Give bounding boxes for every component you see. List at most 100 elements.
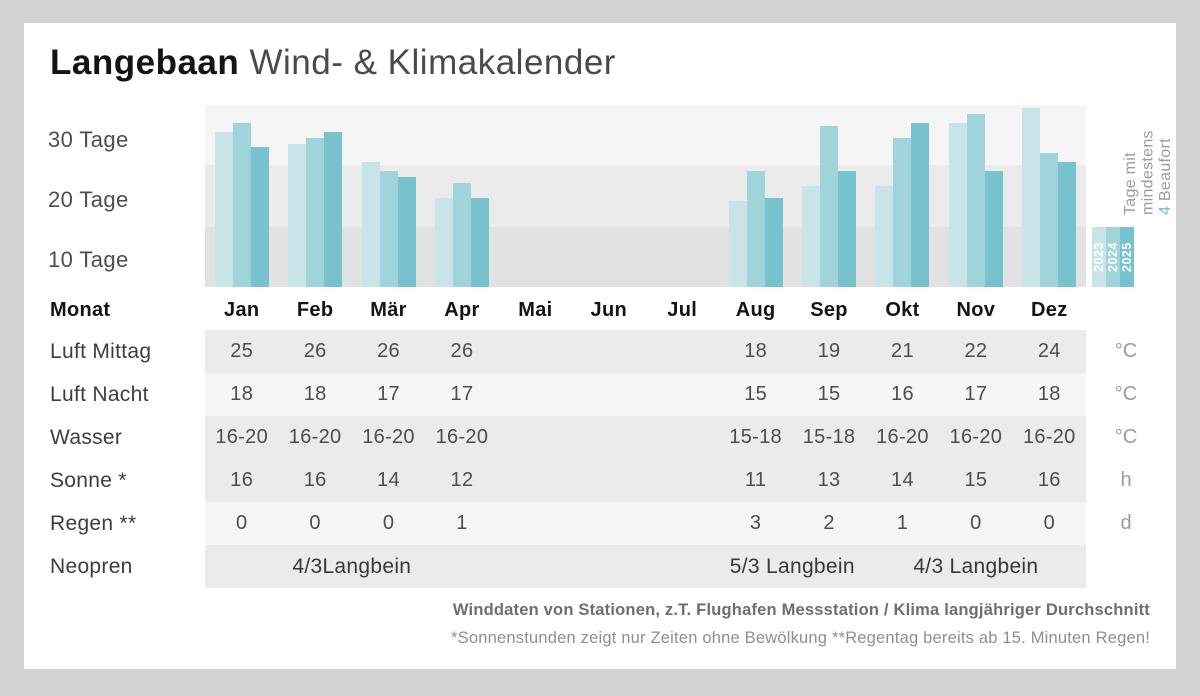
bar-okt-2024 [893,138,912,287]
wasser-dez: 16-20 [1022,426,1076,448]
month-header-jun: Jun [590,299,628,321]
bar-group-feb [278,105,351,287]
bar-jan-2024 [232,123,251,287]
luft-mittag-mär: 26 [377,340,400,362]
luft-nacht-nov: 17 [964,383,988,405]
luft-mittag-values: 25 26 26 26 18 19 21 22 24 [205,330,1086,373]
bar-sep-2023 [802,186,821,287]
sonne-unit: h [1120,469,1132,491]
month-header-aug: Aug [735,299,776,321]
table-row-wasser: Wasser 16-20 16-20 16-20 16-20 15-18 15-18 16-2… [24,416,1176,459]
wasser-unit: °C [1114,426,1138,448]
chart-band-20 [205,165,1086,227]
bar-sep-2025 [838,171,857,287]
legend-line-1: Tage mit [1122,152,1139,215]
months-row: Monat Jan Feb Mär Apr Mai Jun Jul Aug Sep Okt Nov D… [24,291,1176,330]
regen-okt: 1 [896,512,909,534]
month-header-jul: Jul [667,299,698,321]
calendar-card: Langebaan Wind- & Klimakalender 3 0 Tage … [24,23,1176,669]
luft-nacht-dez: 18 [1037,383,1061,405]
bar-group-sep [792,105,865,287]
sonne-aug: 11 [744,469,767,491]
bar-aug-2024 [746,171,765,287]
bar-aug-2023 [728,201,747,287]
luft-nacht-aug: 15 [744,383,768,405]
luft-nacht-unit: °C [1114,383,1138,405]
bar-aug-2025 [764,198,783,287]
bar-feb-2024 [306,138,325,287]
month-header-feb: Feb [296,299,334,321]
row-bg-luft-mittag [205,330,1086,373]
row-bg-neopren [205,545,1086,588]
bar-feb-2023 [288,144,307,287]
wasser-sep: 15-18 [802,426,856,448]
chart-band-30 [205,105,1086,165]
neopren-values: 4/3Langbein 5/3 Langbein 4/3 Langbein [205,545,1086,588]
sonne-sep: 13 [817,469,841,491]
sonne-dez: 16 [1037,469,1061,491]
chart-band-10 [205,227,1086,287]
neopren-span-2: 5/3 Langbein [729,554,855,578]
luft-nacht-okt: 16 [891,383,914,405]
regen-sep: 2 [823,512,835,534]
bar-nov-2024 [966,114,985,287]
luft-mittag-jan: 25 [230,340,254,362]
luft-nacht-sep: 15 [817,383,841,405]
row-bg-wasser [205,416,1086,459]
bar-sep-2024 [820,126,839,287]
sonne-values: 16 16 14 12 11 13 14 15 16 [205,459,1086,502]
regen-values: 0 0 0 1 3 2 1 0 0 [205,502,1086,545]
regen-label: Regen ** [50,512,137,535]
regen-mär: 0 [382,512,395,534]
luft-nacht-apr: 17 [450,383,474,405]
wind-days-chart [205,105,1086,287]
luft-mittag-unit: °C [1114,340,1138,362]
month-header-mär: Mär [370,299,407,321]
luft-mittag-feb: 26 [303,340,327,362]
luft-mittag-okt: 21 [891,340,914,362]
luft-mittag-aug: 18 [744,340,768,362]
legend-line-3-rest: Beaufort [1157,138,1174,206]
sonne-feb: 16 [303,469,327,491]
sonne-okt: 14 [891,469,914,491]
y-tick-30: 30 Tage [48,127,129,152]
sonne-mär: 14 [377,469,400,491]
month-header-apr: Apr [444,299,480,321]
wasser-feb: 16-20 [288,426,342,448]
luft-mittag-dez: 24 [1037,340,1061,362]
luft-nacht-values: 18 18 17 17 15 15 16 17 18 [205,373,1086,416]
luft-nacht-feb: 18 [303,383,327,405]
footer-notes-line: *Sonnenstunden zeigt nur Zeiten ohne Bew… [451,629,1150,647]
legend-accent-number: 4 [1157,205,1174,215]
regen-feb: 0 [309,512,321,534]
bar-jan-2025 [250,147,269,287]
wasser-mär: 16-20 [362,426,415,448]
regen-aug: 3 [749,512,762,534]
wasser-apr: 16-20 [435,426,489,448]
bar-dez-2024 [1040,153,1059,287]
footer: Winddaten von Stationen, z.T. Flughafen … [24,601,1150,648]
legend-line-3: 4 Beaufort [1157,101,1175,215]
wasser-jan: 16-20 [215,426,269,448]
bar-okt-2025 [911,123,930,287]
footer-source-line: Winddaten von Stationen, z.T. Flughafen … [452,601,1150,619]
table-row-luft-nacht: Luft Nacht 18 18 17 17 15 15 16 17 18 °C [24,373,1176,416]
regen-dez: 0 [1043,512,1055,534]
legend-year-2024: 2024 [1106,227,1120,287]
sonne-jan: 16 [230,469,254,491]
row-bg-luft-nacht [205,373,1086,416]
legend-year-2023: 2023 [1092,227,1106,287]
title-suffix: Wind- & Klimakalender [239,43,616,82]
wasser-aug: 15-18 [729,426,782,448]
bar-apr-2025 [470,198,489,287]
luft-mittag-nov: 22 [964,340,988,362]
sonne-apr: 12 [450,469,474,491]
y-tick-20: 20 Tage [48,187,129,212]
bar-group-apr [425,105,498,287]
wasser-okt: 16-20 [876,426,929,448]
bar-clusters [205,105,1086,287]
regen-apr: 1 [456,512,468,534]
y-tick-10: 10 Tage [48,247,129,272]
bar-jan-2023 [214,132,233,287]
bar-group-mär [352,105,425,287]
